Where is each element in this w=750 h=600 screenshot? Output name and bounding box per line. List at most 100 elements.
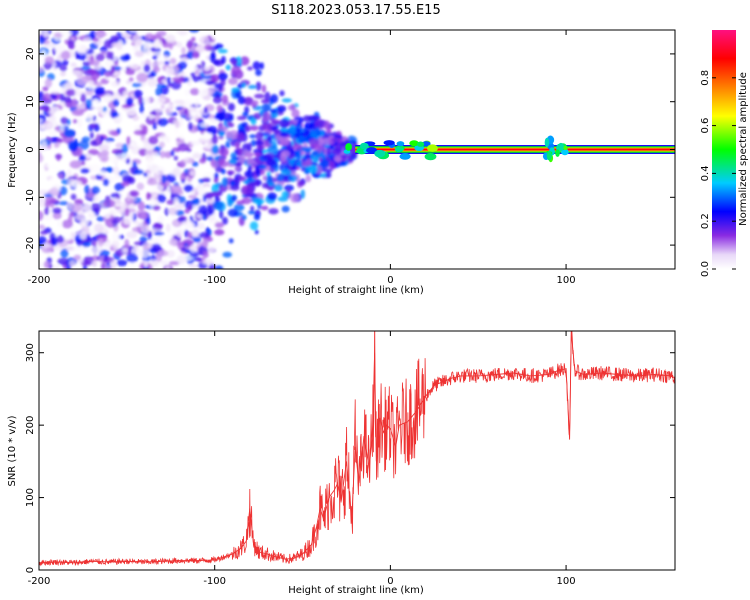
noise-blob bbox=[37, 262, 43, 268]
noise-blob bbox=[201, 209, 213, 216]
colorbar-label: Normalized spectral amplitude bbox=[738, 72, 749, 226]
snr-y-tick-label: 200 bbox=[25, 416, 36, 435]
scatter-blob bbox=[234, 167, 240, 171]
noise-blob bbox=[154, 222, 163, 229]
scatter-blob bbox=[214, 173, 219, 179]
noise-blob bbox=[143, 44, 151, 54]
noise-blob bbox=[186, 40, 193, 49]
colorbar-tick-label: 0.4 bbox=[700, 165, 711, 181]
scatter-blob bbox=[315, 119, 326, 129]
noise-blob bbox=[83, 203, 91, 213]
noise-blob bbox=[174, 132, 180, 138]
noise-blob bbox=[133, 220, 140, 224]
noise-blob bbox=[182, 36, 187, 43]
noise-blob bbox=[157, 118, 168, 126]
snr-y-ticks: 0100200300 bbox=[25, 343, 675, 573]
noise-blob bbox=[129, 262, 136, 270]
noise-blob bbox=[148, 115, 154, 119]
noise-blob bbox=[139, 105, 144, 114]
noise-blob bbox=[40, 230, 48, 234]
noise-blob bbox=[199, 157, 206, 163]
noise-blob bbox=[95, 53, 104, 61]
scatter-blob bbox=[246, 157, 253, 165]
scatter-blob bbox=[279, 119, 289, 128]
noise-blob bbox=[60, 124, 65, 132]
scatter-blob bbox=[227, 121, 232, 126]
scatter-blob bbox=[242, 82, 246, 87]
noise-blob bbox=[120, 55, 130, 62]
noise-blob bbox=[49, 115, 57, 121]
colorbar-tick-label: 0.0 bbox=[700, 261, 711, 277]
noise-blob bbox=[168, 239, 177, 246]
noise-blob bbox=[75, 40, 80, 50]
noise-blob bbox=[160, 260, 168, 266]
noise-blob bbox=[122, 248, 128, 253]
snr-trace bbox=[39, 313, 675, 566]
noise-blob bbox=[79, 231, 87, 240]
noise-blob bbox=[189, 170, 194, 176]
noise-blob bbox=[143, 173, 147, 177]
scatter-blob bbox=[228, 78, 238, 85]
noise-blob bbox=[168, 207, 177, 214]
noise-blob bbox=[68, 141, 79, 150]
noise-blob bbox=[155, 166, 166, 175]
noise-blob bbox=[91, 71, 100, 80]
noise-blob bbox=[170, 66, 174, 75]
noise-blob bbox=[177, 255, 187, 264]
noise-blob bbox=[185, 89, 190, 96]
noise-blob bbox=[142, 242, 152, 249]
scatter-blob bbox=[279, 90, 284, 96]
noise-blob bbox=[69, 261, 76, 267]
noise-blob bbox=[203, 239, 209, 248]
noise-blob bbox=[169, 163, 175, 167]
noise-blob bbox=[174, 198, 180, 205]
scatter-blob bbox=[272, 120, 281, 124]
noise-blob bbox=[73, 119, 78, 123]
scatter-blob bbox=[274, 184, 283, 191]
noise-blob bbox=[140, 213, 148, 220]
scatter-blob bbox=[221, 169, 226, 175]
noise-blob bbox=[63, 96, 71, 102]
spectrogram-y-tick-label: -20 bbox=[25, 237, 36, 253]
noise-blob bbox=[188, 232, 193, 239]
noise-blob bbox=[101, 150, 109, 156]
scatter-blob bbox=[288, 175, 298, 182]
noise-blob bbox=[77, 132, 82, 137]
noise-blob bbox=[84, 185, 89, 195]
noise-blob bbox=[72, 98, 78, 108]
carrier-onset-blob bbox=[374, 150, 385, 157]
noise-blob bbox=[192, 161, 199, 166]
noise-blob bbox=[193, 237, 201, 243]
scatter-blob bbox=[218, 72, 228, 80]
noise-blob bbox=[96, 134, 101, 143]
scatter-blob bbox=[262, 122, 268, 130]
noise-blob bbox=[164, 56, 168, 60]
noise-blob bbox=[90, 247, 101, 255]
carrier-onset-blob bbox=[399, 153, 410, 160]
noise-blob bbox=[120, 190, 126, 200]
noise-blob bbox=[147, 181, 158, 185]
scatter-blob bbox=[212, 201, 223, 210]
snr-y-tick-label: 300 bbox=[25, 343, 36, 362]
scatter-blob bbox=[230, 153, 236, 159]
noise-blob bbox=[174, 156, 178, 161]
noise-blob bbox=[45, 78, 52, 87]
noise-blob bbox=[114, 175, 121, 180]
noise-blob bbox=[81, 161, 86, 165]
noise-blob bbox=[188, 122, 193, 130]
noise-blob bbox=[104, 242, 111, 249]
noise-blob bbox=[202, 177, 211, 182]
noise-blob bbox=[58, 173, 64, 179]
noise-blob bbox=[192, 229, 199, 237]
noise-blob bbox=[40, 124, 52, 131]
disturbance-blob bbox=[547, 151, 552, 161]
noise-blob bbox=[141, 225, 150, 234]
noise-blob bbox=[146, 192, 151, 200]
scatter-blob bbox=[262, 183, 269, 189]
snr-x-tick-label: 100 bbox=[557, 576, 576, 587]
noise-blob bbox=[109, 130, 118, 136]
noise-blob bbox=[188, 205, 193, 211]
noise-blob bbox=[53, 264, 60, 272]
noise-blob bbox=[113, 99, 119, 107]
noise-blob bbox=[126, 253, 138, 263]
